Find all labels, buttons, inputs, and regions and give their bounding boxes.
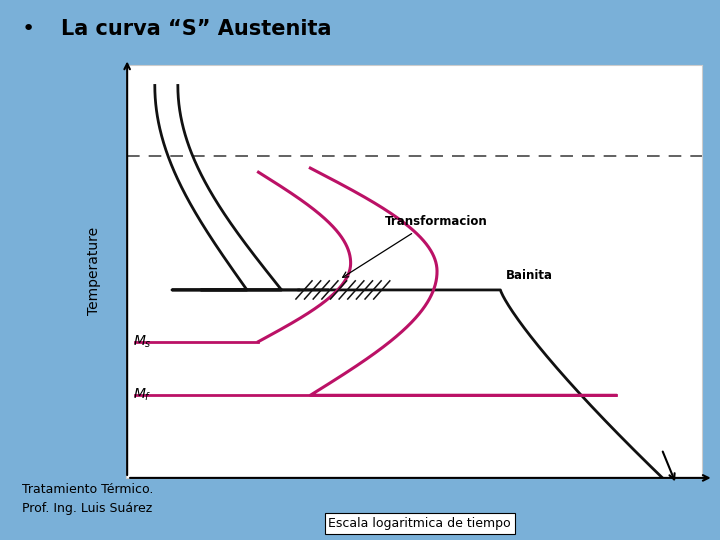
Text: Prof. Ing. Luis Suárez: Prof. Ing. Luis Suárez bbox=[22, 502, 152, 515]
Text: $M_f$: $M_f$ bbox=[133, 387, 151, 403]
Text: La curva “S” Austenita: La curva “S” Austenita bbox=[61, 19, 332, 39]
Text: Escala logaritmica de tiempo: Escala logaritmica de tiempo bbox=[328, 517, 511, 530]
Text: Tratamiento Térmico.: Tratamiento Térmico. bbox=[22, 483, 153, 496]
Text: $M_s$: $M_s$ bbox=[133, 333, 152, 350]
Text: Bainita: Bainita bbox=[506, 269, 553, 282]
Text: Temperature: Temperature bbox=[87, 227, 102, 315]
Text: •: • bbox=[22, 19, 35, 39]
Text: Transformacion: Transformacion bbox=[385, 215, 488, 228]
